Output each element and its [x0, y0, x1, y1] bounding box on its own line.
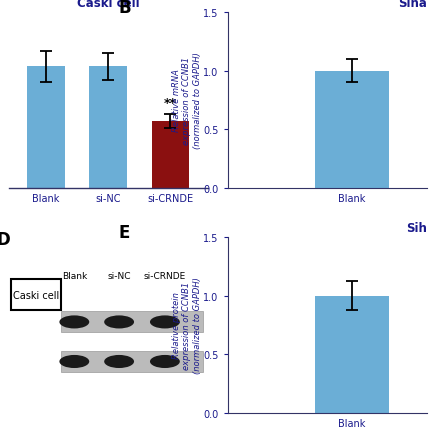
Text: si-NC: si-NC — [107, 271, 131, 280]
Text: si-CRNDE: si-CRNDE — [144, 271, 186, 280]
Text: D: D — [0, 230, 10, 249]
Ellipse shape — [104, 316, 134, 329]
Text: **: ** — [163, 97, 176, 110]
Text: Blank: Blank — [61, 271, 87, 280]
Ellipse shape — [150, 355, 179, 368]
Bar — [314, 296, 388, 413]
Ellipse shape — [104, 355, 134, 368]
Y-axis label: Relative mRNA
expression of CCNB1
(normalized to GAPDH): Relative mRNA expression of CCNB1 (norma… — [172, 52, 201, 149]
Bar — [61, 351, 202, 372]
Ellipse shape — [59, 316, 89, 329]
Text: Caski cell: Caski cell — [13, 290, 59, 300]
Bar — [151, 122, 189, 188]
Y-axis label: Relative protein
expression of CCNB1
(normalized to GAPDH): Relative protein expression of CCNB1 (no… — [172, 277, 201, 373]
Ellipse shape — [59, 355, 89, 368]
Bar — [61, 312, 202, 333]
Bar — [314, 71, 388, 188]
Bar — [11, 280, 61, 310]
Ellipse shape — [150, 316, 179, 329]
Bar — [27, 68, 64, 188]
Text: B: B — [118, 0, 130, 17]
Title: Caski cell: Caski cell — [77, 0, 139, 10]
Text: E: E — [118, 223, 129, 241]
Bar — [89, 68, 126, 188]
Text: Siha: Siha — [397, 0, 426, 10]
Text: Sih: Sih — [405, 222, 426, 235]
